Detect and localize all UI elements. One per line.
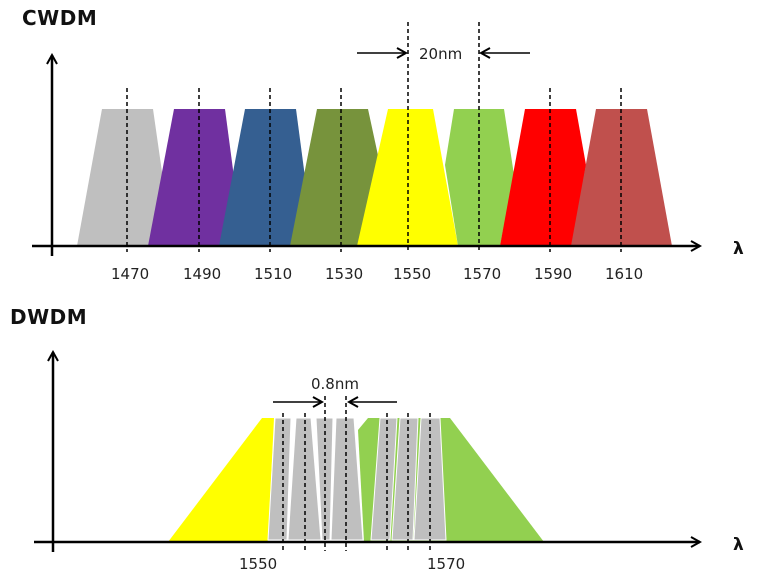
dwdm-channel [330,417,364,541]
cwdm-spacing-label: 20nm [419,45,462,63]
dwdm-lambda-label: λ [733,535,744,555]
cwdm-chart: λ 20nm 1470 1490 1510 1530 1550 1570 159… [32,22,744,283]
dwdm-center-lines [282,396,431,551]
dwdm-spacing-label: 0.8nm [311,375,359,393]
channel-1610 [571,109,672,246]
tick-label: 1590 [534,265,572,283]
channel-1470 [77,109,166,246]
tick-label: 1610 [605,265,643,283]
dwdm-channel [267,417,292,541]
dwdm-channel [315,417,334,541]
cwdm-channels [77,109,672,246]
tick-label: 1490 [183,265,221,283]
cwdm-lambda-label: λ [733,239,744,259]
tick-label: 1470 [111,265,149,283]
tick-label: 1550 [393,265,431,283]
dwdm-channel [391,417,419,541]
tick-label: 1510 [254,265,292,283]
cwdm-center-lines [126,22,622,252]
channel-1490 [148,109,237,246]
dwdm-tick-label-1550: 1550 [239,555,277,573]
cwdm-title: CWDM [22,6,98,30]
tick-label: 1530 [325,265,363,283]
dwdm-channel [370,417,398,541]
dwdm-band-1550 [168,418,274,542]
dwdm-tick-label-1570: 1570 [427,555,465,573]
channel-1590 [500,109,586,246]
channel-1530 [290,109,379,246]
tick-label: 1570 [463,265,501,283]
dwdm-title: DWDM [10,305,88,329]
cwdm-tick-labels: 1470 1490 1510 1530 1550 1570 1590 1610 [111,265,643,283]
dwdm-chart: λ 0.8nm 1550 1570 [34,352,744,573]
channel-1510 [219,109,308,246]
